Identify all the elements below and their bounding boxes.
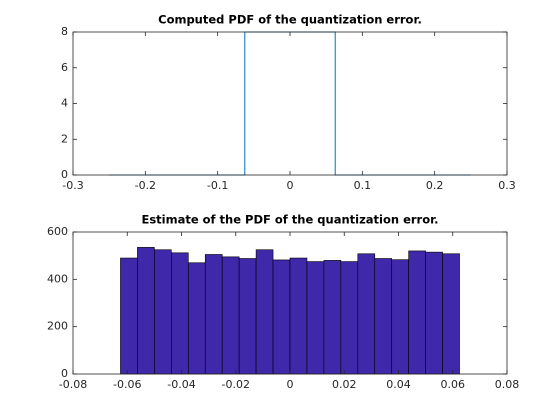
histogram-bar (221, 256, 240, 375)
x-tick-label: 0.06 (441, 378, 466, 391)
histogram-bar (171, 252, 189, 375)
chart-title: Estimate of the PDF of the quantization … (141, 213, 438, 227)
x-tick-label: 0.08 (495, 378, 520, 391)
histogram-bar (137, 247, 155, 375)
x-tick-label: 0.3 (498, 179, 516, 192)
chart-title: Computed PDF of the quantization error. (158, 13, 422, 27)
histogram-bar (238, 258, 257, 375)
histogram-bar (442, 253, 460, 375)
x-tick-label: -0.3 (62, 179, 83, 192)
x-tick-label: -0.02 (222, 378, 250, 391)
histogram-bar (289, 257, 308, 375)
histogram-bar (425, 251, 443, 375)
y-tick-label: 4 (61, 97, 68, 110)
histogram-bar (272, 259, 291, 375)
y-tick-label: 200 (47, 320, 68, 333)
y-tick-label: 6 (61, 61, 68, 74)
y-tick-label: 0 (61, 367, 68, 380)
x-tick-label: 0 (287, 378, 294, 391)
histogram-bar (306, 261, 325, 375)
x-tick-label: -0.2 (135, 179, 156, 192)
histogram-bar (374, 258, 393, 375)
y-tick-label: 0 (61, 168, 68, 181)
histogram-bar (204, 254, 223, 375)
x-tick-label: -0.1 (207, 179, 228, 192)
x-tick-label: -0.06 (113, 378, 141, 391)
x-tick-label: 0.2 (426, 179, 444, 192)
plot-area (73, 32, 507, 175)
histogram-bar (323, 260, 342, 375)
y-tick-label: 2 (61, 132, 68, 145)
y-tick-label: 600 (47, 225, 68, 238)
x-tick-label: -0.04 (167, 378, 195, 391)
histogram-bar (154, 249, 172, 375)
y-tick-label: 8 (61, 25, 68, 38)
histogram-bar (408, 250, 426, 375)
x-tick-label: 0 (287, 179, 294, 192)
histogram-bar (120, 257, 138, 375)
y-tick-label: 400 (47, 272, 68, 285)
x-tick-label: -0.08 (59, 378, 87, 391)
histogram-bar (340, 261, 359, 375)
histogram-bar (391, 259, 409, 375)
x-tick-label: 0.02 (332, 378, 357, 391)
histogram-bar (255, 249, 274, 375)
x-tick-label: 0.04 (386, 378, 411, 391)
histogram-bar (187, 262, 206, 375)
histogram-bar (357, 253, 376, 375)
x-tick-label: 0.1 (354, 179, 372, 192)
